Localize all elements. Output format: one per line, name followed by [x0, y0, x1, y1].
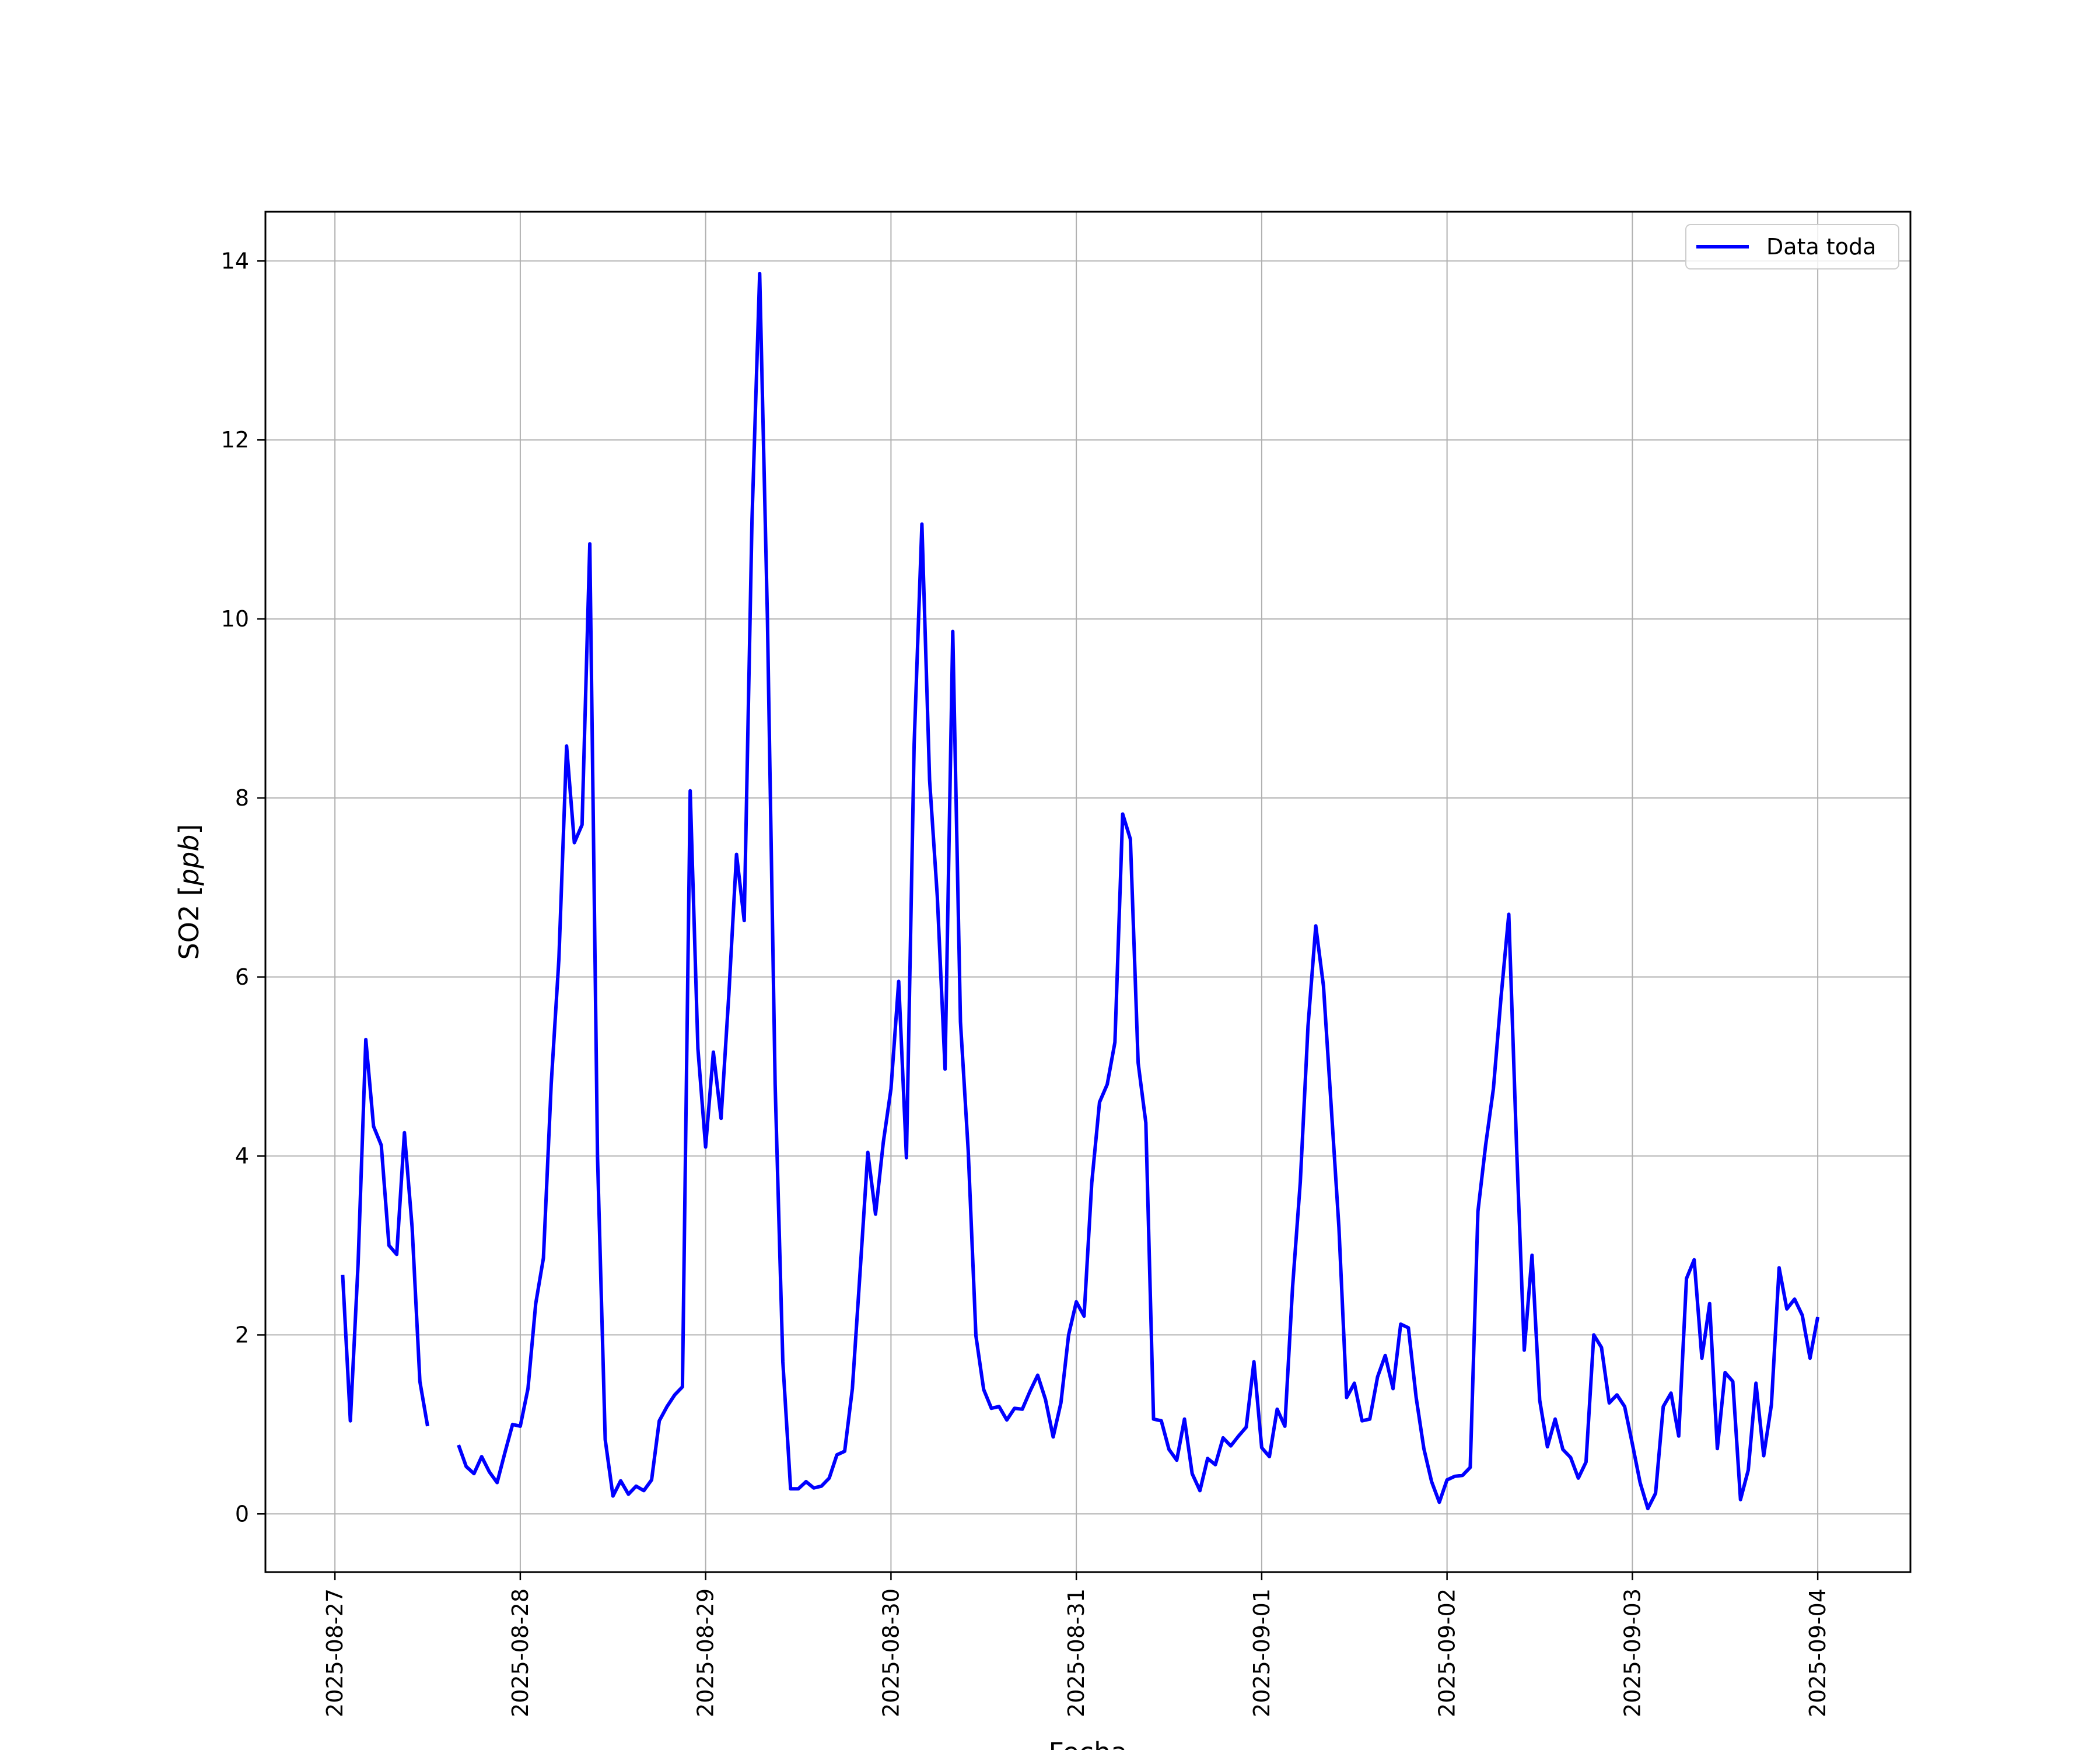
- x-tick-label: 2025-09-02: [1434, 1588, 1460, 1717]
- x-tick-label: 2025-08-27: [322, 1588, 348, 1717]
- y-tick-label: 2: [235, 1322, 249, 1348]
- x-tick-label: 2025-08-30: [878, 1588, 904, 1717]
- x-tick-label: 2025-08-29: [693, 1588, 719, 1717]
- y-tick-label: 0: [235, 1501, 249, 1527]
- gridlines: [265, 212, 1910, 1572]
- x-tick-label: 2025-09-04: [1805, 1588, 1831, 1717]
- y-axis-title-unit: ppb: [173, 835, 205, 887]
- y-axis-ticks: 0 2 4 6 8 10 12 14: [221, 248, 265, 1527]
- y-axis-title-main: SO2 [: [173, 886, 205, 960]
- y-axis-title-close: ]: [173, 824, 205, 835]
- series-layer: [341, 271, 1820, 1511]
- x-axis-ticks: 2025-08-27 2025-08-28 2025-08-29 2025-08-30…: [322, 1572, 1831, 1717]
- legend: Data toda: [1685, 224, 1899, 270]
- y-axis-title: SO2 [ppb]: [173, 824, 205, 960]
- y-tick-label: 14: [221, 248, 249, 274]
- legend-label-data-toda: Data toda: [1766, 234, 1876, 260]
- y-tick-label: 4: [235, 1143, 249, 1169]
- x-tick-label: 2025-08-31: [1063, 1588, 1089, 1717]
- x-tick-label: 2025-09-01: [1249, 1588, 1275, 1717]
- y-tick-label: 12: [221, 427, 249, 453]
- plot-frame: [264, 211, 1912, 1573]
- y-tick-label: 6: [235, 964, 249, 990]
- legend-box: [1685, 224, 1899, 270]
- y-tick-label: 8: [235, 785, 249, 811]
- x-tick-label: 2025-08-28: [508, 1588, 533, 1717]
- x-tick-label: 2025-09-03: [1619, 1588, 1645, 1717]
- series-line-data-toda: [341, 271, 1820, 1511]
- x-axis-title: Fecha: [1049, 1737, 1128, 1750]
- y-tick-label: 10: [221, 606, 249, 632]
